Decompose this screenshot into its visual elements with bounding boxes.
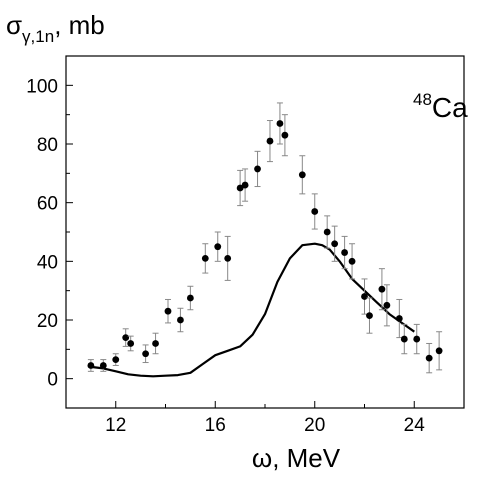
data-point	[254, 150, 261, 188]
data-point	[298, 155, 306, 195]
data-point	[99, 359, 107, 372]
point-marker	[413, 335, 421, 343]
data-point	[331, 225, 339, 262]
data-point	[383, 284, 391, 327]
x-axis-unit: , MeV	[272, 443, 341, 473]
x-tick-label: 12	[105, 415, 126, 436]
y-tick-label: 100	[26, 76, 58, 97]
isotope-annotation: 48Ca	[413, 90, 468, 123]
data-point	[224, 235, 232, 281]
y-axis-unit: , mb	[54, 10, 105, 40]
y-axis-subscript: γ,1n	[22, 27, 54, 46]
point-marker	[236, 184, 244, 192]
data-point	[341, 235, 348, 270]
y-axis-symbol: σ	[6, 10, 22, 40]
plot-frame-rect	[65, 55, 465, 409]
point-marker	[425, 354, 433, 362]
data-point	[425, 342, 433, 374]
point-marker	[224, 255, 232, 262]
plot-frame	[65, 55, 465, 409]
y-axis-title: σγ,1n, mb	[6, 10, 105, 46]
data-point	[186, 285, 194, 311]
point-marker	[99, 362, 107, 369]
data-point	[276, 102, 284, 145]
data-points-layer	[87, 102, 443, 374]
x-tick-labels: 12 16 20 24	[105, 415, 425, 436]
data-point	[378, 268, 386, 311]
point-marker	[400, 335, 408, 343]
point-marker	[311, 208, 319, 215]
point-marker	[331, 240, 339, 248]
point-marker	[281, 131, 289, 139]
data-point	[266, 120, 274, 163]
data-point	[241, 168, 249, 202]
y-tick-label: 60	[37, 194, 58, 215]
data-point	[311, 193, 319, 230]
data-point	[142, 344, 150, 364]
data-point	[214, 231, 222, 262]
point-marker	[383, 301, 391, 309]
data-point	[361, 278, 368, 315]
point-marker	[348, 257, 356, 265]
data-point	[348, 243, 356, 280]
point-marker	[266, 137, 274, 145]
y-tick-label: 80	[37, 135, 58, 156]
point-marker	[298, 171, 306, 179]
point-marker	[395, 315, 403, 322]
data-point	[164, 298, 172, 324]
data-point	[127, 335, 135, 352]
point-marker	[164, 307, 172, 315]
x-axis-symbol: ω	[252, 443, 272, 473]
data-point	[152, 332, 159, 355]
point-marker	[435, 347, 443, 355]
y-tick-label: 0	[47, 370, 58, 391]
x-axis-title: ω, MeV	[252, 443, 341, 473]
data-point	[201, 243, 209, 274]
point-marker	[378, 285, 386, 293]
isotope-mass-number: 48	[413, 90, 432, 109]
point-marker	[323, 228, 331, 236]
point-marker	[122, 334, 130, 341]
data-point	[413, 323, 421, 355]
point-marker	[177, 316, 184, 324]
point-marker	[201, 255, 209, 262]
point-marker	[152, 340, 159, 347]
data-point	[281, 114, 289, 157]
data-point	[112, 353, 120, 366]
axis-ticks	[65, 55, 465, 409]
point-marker	[366, 312, 373, 319]
point-marker	[254, 165, 261, 173]
point-marker	[87, 362, 95, 369]
point-marker	[341, 249, 348, 256]
data-point	[323, 215, 331, 249]
point-marker	[142, 350, 150, 358]
point-marker	[276, 120, 284, 127]
point-marker	[112, 356, 120, 363]
point-marker	[186, 294, 194, 302]
model-curve-layer	[90, 242, 415, 378]
model-curve	[90, 242, 415, 378]
y-tick-label: 40	[37, 252, 58, 273]
data-point	[122, 328, 130, 347]
data-point	[435, 331, 443, 371]
x-tick-label: 24	[404, 415, 426, 436]
point-marker	[127, 340, 135, 347]
data-point	[366, 297, 373, 334]
isotope-symbol: Ca	[432, 92, 468, 123]
x-tick-label: 16	[205, 415, 226, 436]
point-marker	[214, 243, 222, 251]
point-marker	[241, 181, 249, 189]
y-tick-label: 20	[37, 311, 58, 332]
point-marker	[361, 293, 368, 300]
data-point	[236, 169, 244, 207]
data-point	[87, 359, 95, 372]
y-tick-labels: 0 20 40 60 80 100	[26, 76, 58, 390]
x-tick-label: 20	[304, 415, 325, 436]
data-point	[177, 307, 184, 333]
data-point	[395, 298, 403, 339]
data-point	[400, 323, 408, 355]
